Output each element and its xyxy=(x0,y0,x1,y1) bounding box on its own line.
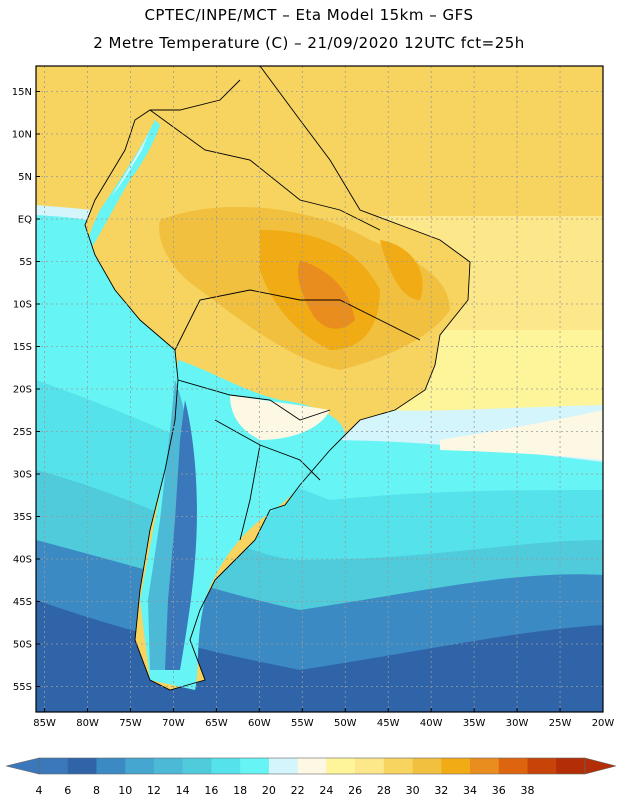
colorbar-swatch xyxy=(96,758,126,774)
lon-tick-label: 80W xyxy=(76,718,99,729)
colorbar: 4 6 8 10 12 14 16 18 20 22 24 26 28 30 32 34 36 38 xyxy=(5,757,617,797)
lat-tick-label: 10N xyxy=(12,130,32,141)
lon-tick-label: 75W xyxy=(119,718,142,729)
colorbar-label: 8 xyxy=(93,784,100,797)
lat-tick-label: 25S xyxy=(13,427,32,438)
colorbar-label: 10 xyxy=(118,784,132,797)
lat-tick-label: 40S xyxy=(13,555,32,566)
lon-tick-label: 65W xyxy=(205,718,228,729)
lon-tick-label: 20W xyxy=(592,718,615,729)
lon-tick-label: 55W xyxy=(291,718,314,729)
map-subtitle: 2 Metre Temperature (C) – 21/09/2020 12U… xyxy=(93,34,525,52)
colorbar-swatch xyxy=(470,758,500,774)
lat-tick-label: 10S xyxy=(13,300,32,311)
colorbar-swatch xyxy=(498,758,529,774)
lat-tick-label: 5S xyxy=(19,257,32,268)
colorbar-swatch xyxy=(211,758,241,774)
lon-tick-label: 70W xyxy=(162,718,185,729)
colorbar-label: 20 xyxy=(262,784,276,797)
colorbar-swatch xyxy=(268,758,299,774)
colorbar-label: 16 xyxy=(204,784,218,797)
colorbar-swatch xyxy=(182,758,212,774)
longitude-axis: 85W 80W 75W 70W 65W 60W 55W 50W 45W 40W 35W 30W 25W 2… xyxy=(33,708,614,729)
lat-tick-label: 15N xyxy=(12,87,32,98)
colorbar-swatch xyxy=(297,758,327,774)
colorbar-swatch xyxy=(355,758,385,774)
lat-tick-label: 15S xyxy=(13,342,32,353)
colorbar-swatch xyxy=(412,758,442,774)
colorbar-label: 38 xyxy=(521,784,535,797)
colorbar-max-arrow xyxy=(584,757,617,775)
colorbar-label: 24 xyxy=(319,784,333,797)
colorbar-swatch xyxy=(240,758,270,774)
lon-tick-label: 40W xyxy=(420,718,443,729)
colorbar-label: 14 xyxy=(176,784,190,797)
colorbar-swatch xyxy=(153,758,184,774)
lat-tick-label: 20S xyxy=(13,385,32,396)
colorbar-swatch xyxy=(125,758,155,774)
lat-tick-label: 35S xyxy=(13,512,32,523)
colorbar-swatch xyxy=(556,758,586,774)
colorbar-label: 18 xyxy=(233,784,247,797)
colorbar-label: 12 xyxy=(147,784,161,797)
colorbar-min-arrow xyxy=(5,757,40,775)
colorbar-label: 32 xyxy=(434,784,448,797)
lon-tick-label: 35W xyxy=(463,718,486,729)
colorbar-outline xyxy=(38,757,586,775)
lat-tick-label: 30S xyxy=(13,470,32,481)
colorbar-label: 26 xyxy=(348,784,362,797)
coastlines xyxy=(36,66,471,691)
temperature-field xyxy=(36,66,603,712)
colorbar-swatch xyxy=(441,758,471,774)
lon-tick-label: 50W xyxy=(334,718,357,729)
colorbar-swatch xyxy=(383,758,414,774)
colorbar-swatch xyxy=(527,758,557,774)
colorbar-swatch xyxy=(326,758,356,774)
colorbar-label: 22 xyxy=(291,784,305,797)
lat-tick-label: EQ xyxy=(18,215,32,226)
lat-tick-label: 45S xyxy=(13,597,32,608)
colorbar-label: 36 xyxy=(492,784,506,797)
lat-tick-label: 50S xyxy=(13,640,32,651)
colorbar-label: 6 xyxy=(64,784,71,797)
lon-tick-label: 85W xyxy=(33,718,56,729)
latitude-axis: 15N 10N 5N EQ 5S 10S 15S 20S 25S 30S 35S 40S 45S 50S 5… xyxy=(12,87,40,693)
colorbar-label: 34 xyxy=(463,784,477,797)
colorbar-label: 28 xyxy=(377,784,391,797)
colorbar-label: 4 xyxy=(36,784,43,797)
lon-tick-label: 30W xyxy=(506,718,529,729)
lon-tick-label: 25W xyxy=(549,718,572,729)
lat-tick-label: 5N xyxy=(18,172,32,183)
colorbar-swatch xyxy=(67,758,97,774)
lat-tick-label: 55S xyxy=(13,682,32,693)
colorbar-swatch xyxy=(39,758,69,774)
lon-tick-label: 45W xyxy=(377,718,400,729)
map-title: CPTEC/INPE/MCT – Eta Model 15km – GFS xyxy=(144,6,474,24)
lon-tick-label: 60W xyxy=(248,718,271,729)
colorbar-label: 30 xyxy=(406,784,420,797)
